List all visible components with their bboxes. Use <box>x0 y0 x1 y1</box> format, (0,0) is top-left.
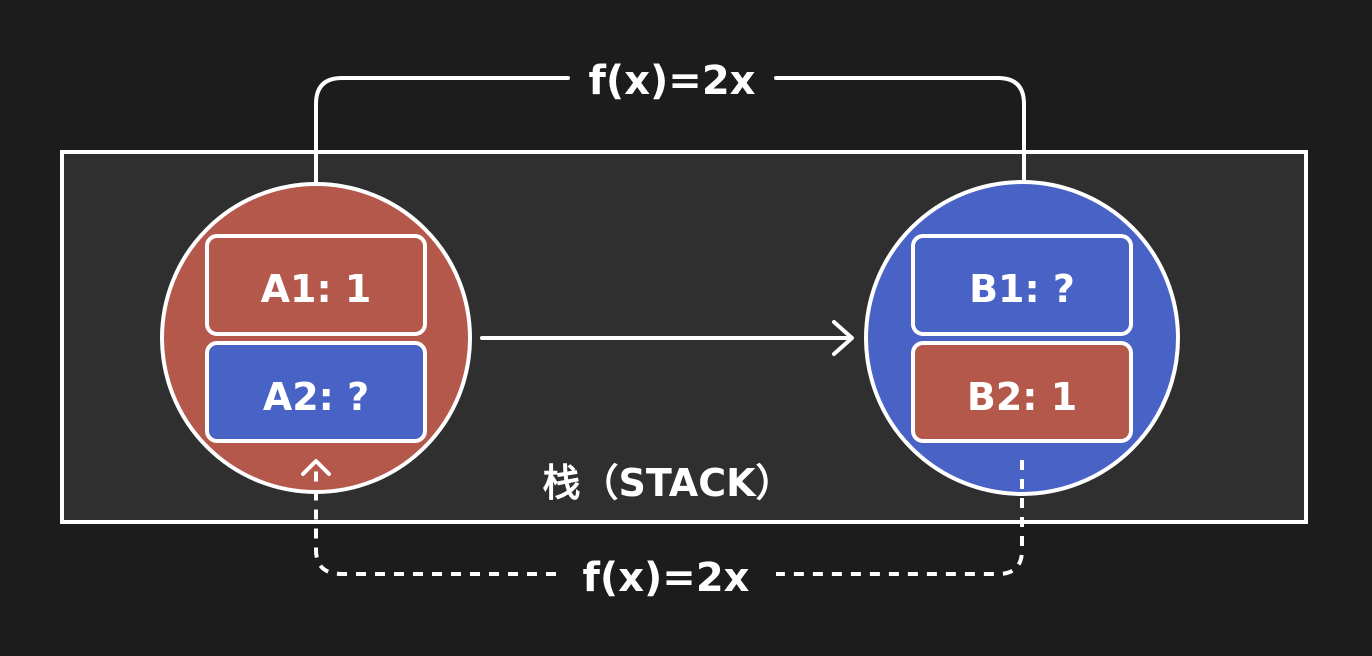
bottom-function-arrow <box>314 460 1024 576</box>
node-b-cell-2 <box>911 341 1133 443</box>
node-b-circle <box>864 180 1180 496</box>
bottom-arrowhead <box>301 459 331 476</box>
bottom-function-label: f(x)=2x <box>583 555 750 601</box>
copy-arrowhead <box>832 320 854 356</box>
node-a-cell-2 <box>205 341 427 443</box>
node-a-cell-1-label: A1: 1 <box>261 267 372 311</box>
node-a-circle <box>160 182 472 494</box>
top-function-arrow <box>314 76 1026 224</box>
node-b-cell-2-label: B2: 1 <box>967 375 1077 419</box>
node-a-cell-1 <box>205 234 427 336</box>
node-b-cell-1-label: B1: ? <box>969 267 1075 311</box>
node-a-cell-2-label: A2: ? <box>263 375 369 419</box>
node-b-cell-1 <box>911 234 1133 336</box>
stack-label: 栈（STACK） <box>542 461 793 505</box>
top-function-label: f(x)=2x <box>589 58 756 104</box>
